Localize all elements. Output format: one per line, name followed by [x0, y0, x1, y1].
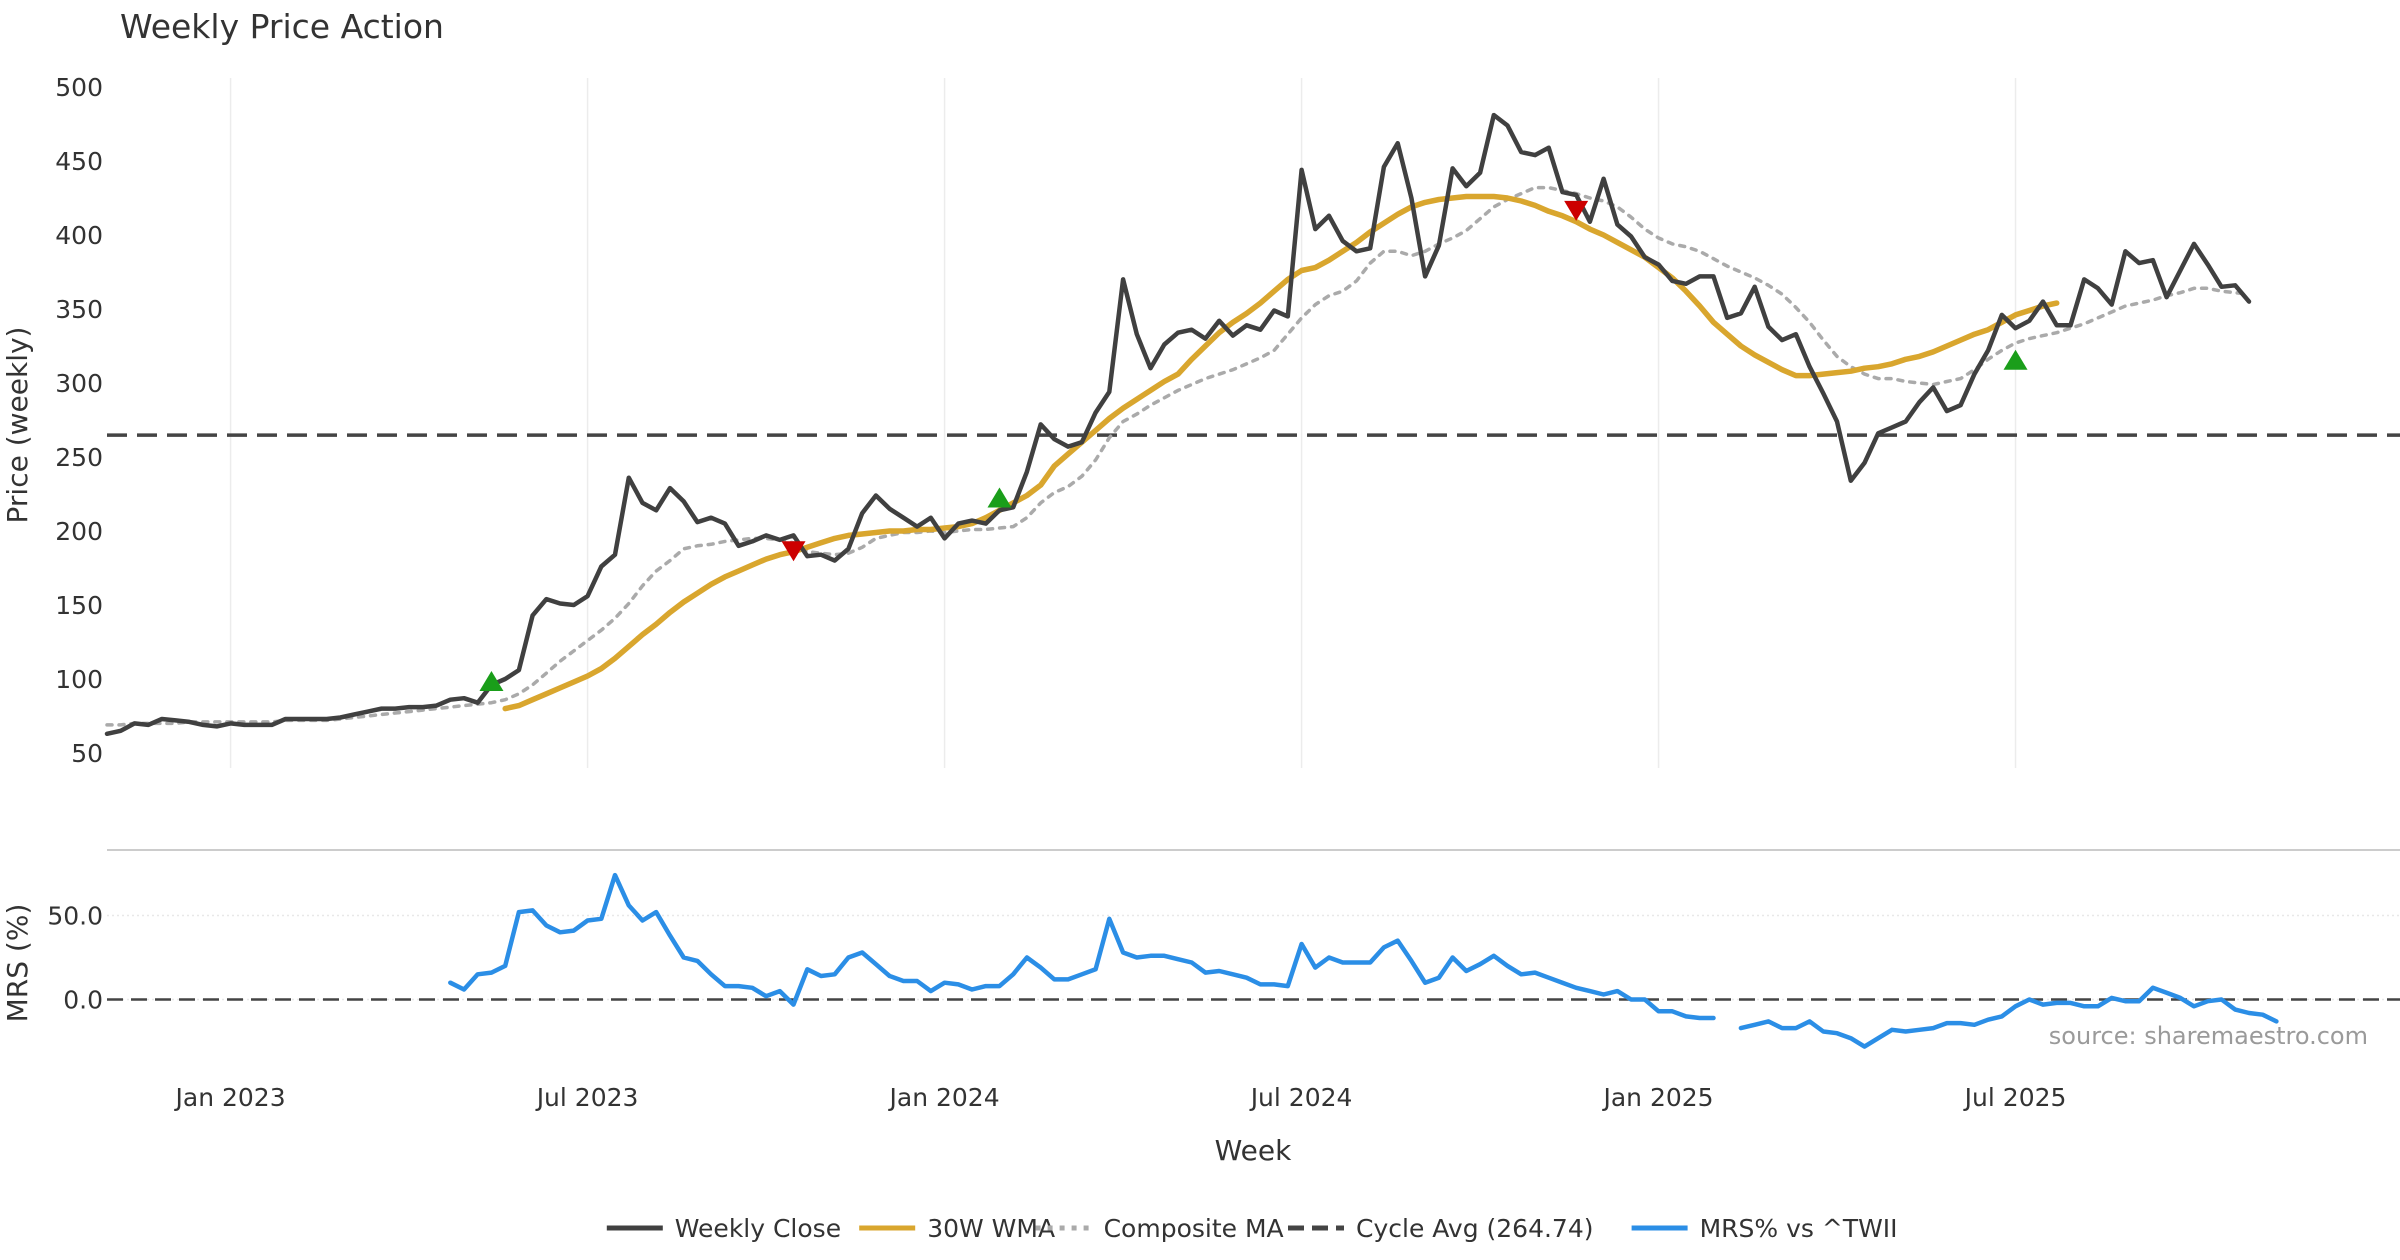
x-tick-jan-2023: Jan 2023: [174, 1083, 286, 1112]
price-panel: 50 100 150 200 250 300 350 400 450 500 Price (wee…: [1, 73, 2400, 768]
price-y-tick-150: 150: [55, 591, 103, 620]
x-tick-jul-2023: Jul 2023: [535, 1083, 639, 1112]
mrs-y-tick-0: 0.0: [63, 986, 103, 1015]
buy-signal-marker-4: [2003, 349, 2028, 370]
x-axis-title: Week: [1215, 1134, 1292, 1167]
series-composite-ma: [105, 185, 2251, 727]
buy-signal-marker-2: [987, 487, 1012, 508]
price-y-tick-100: 100: [55, 665, 103, 694]
series-30w-wma: [502, 193, 2060, 712]
legend-label-1: 30W WMA: [927, 1214, 1055, 1243]
mrs-y-tick-labels: 0.0 50.0: [47, 901, 103, 1014]
legend: Weekly Close 30W WMA Composite MA Cycle Avg…: [606, 1214, 1898, 1243]
x-tick-jul-2024: Jul 2024: [1249, 1083, 1353, 1112]
price-y-tick-250: 250: [55, 443, 103, 472]
price-y-tick-50: 50: [71, 739, 103, 768]
price-y-axis-title: Price (weekly): [1, 327, 34, 524]
mrs-gridlines: [107, 914, 2400, 1001]
mrs-panel: 0.0 50.0 MRS (%) source: sharemaestro.com: [1, 872, 2400, 1050]
chart-title: Weekly Price Action: [120, 7, 444, 46]
price-y-tick-350: 350: [55, 295, 103, 324]
price-y-tick-300: 300: [55, 369, 103, 398]
price-y-tick-500: 500: [55, 73, 103, 102]
buy-signal-marker-0: [479, 670, 504, 691]
price-y-tick-450: 450: [55, 147, 103, 176]
legend-label-4: MRS% vs ^TWII: [1700, 1214, 1898, 1243]
price-y-tick-400: 400: [55, 221, 103, 250]
series-weekly-close: [104, 112, 2252, 737]
mrs-line-segment-1: [1738, 985, 2279, 1049]
trade-signals: [479, 200, 2028, 691]
sell-signal-marker-3: [1564, 200, 1589, 221]
price-y-tick-200: 200: [55, 517, 103, 546]
x-tick-jan-2024: Jan 2024: [888, 1083, 1000, 1112]
legend-label-0: Weekly Close: [675, 1214, 841, 1243]
mrs-y-tick-1: 50.0: [47, 901, 103, 930]
x-tick-labels: Jan 2023 Jul 2023 Jan 2024 Jul 2024 Jan 2025…: [174, 1083, 2067, 1112]
price-series: [104, 112, 2252, 737]
legend-label-2: Composite MA: [1104, 1214, 1284, 1243]
x-tick-jan-2025: Jan 2025: [1601, 1083, 1713, 1112]
source-label: source: sharemaestro.com: [2049, 1022, 2368, 1050]
mrs-series: [448, 872, 2279, 1049]
price-y-tick-labels: 50 100 150 200 250 300 350 400 450 500: [55, 73, 103, 768]
sell-signal-marker-1: [781, 541, 806, 562]
legend-label-3: Cycle Avg (264.74): [1356, 1214, 1594, 1243]
x-tick-jul-2025: Jul 2025: [1963, 1083, 2067, 1112]
mrs-line-segment-0: [448, 872, 1716, 1021]
mrs-y-axis-title: MRS (%): [1, 904, 34, 1023]
